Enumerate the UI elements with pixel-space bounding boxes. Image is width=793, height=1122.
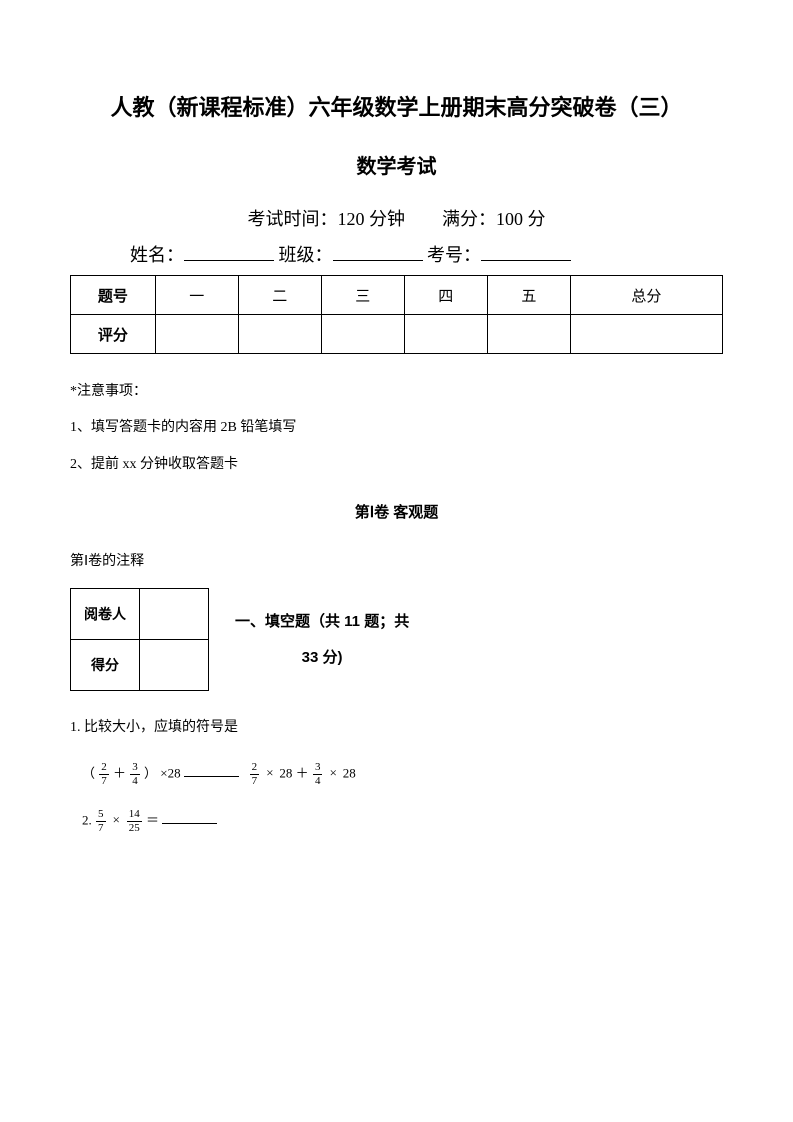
question-1-expr: （ 27 ＋ 34 ） ×28 27 × 28 ＋ 34 × 28 bbox=[82, 762, 723, 787]
class-blank[interactable] bbox=[333, 242, 423, 261]
exam-page: 人教（新课程标准）六年级数学上册期末高分突破卷（三） 数学考试 考试时间：120… bbox=[0, 0, 793, 896]
rparen: ） bbox=[144, 765, 157, 780]
fraction: 27 bbox=[99, 762, 109, 787]
grader-row: 阅卷人 得分 一、填空题（共 11 题；共 33 分) bbox=[70, 588, 723, 691]
part1-title: 第Ⅰ卷 客观题 bbox=[70, 501, 723, 522]
fraction: 57 bbox=[96, 809, 106, 834]
section1-heading: 一、填空题（共 11 题；共 33 分) bbox=[235, 604, 409, 676]
answer-blank[interactable] bbox=[184, 764, 239, 777]
grader-cell[interactable] bbox=[140, 589, 209, 640]
exam-meta: 考试时间：120 分钟 满分：100 分 bbox=[70, 205, 723, 231]
plus: ＋ bbox=[113, 765, 129, 780]
note-2: 2、提前 xx 分钟收取答题卡 bbox=[70, 447, 723, 483]
col-1: 一 bbox=[155, 276, 238, 315]
col-2: 二 bbox=[238, 276, 321, 315]
mul28c: 28 bbox=[343, 765, 356, 780]
time-value: 120 分钟 bbox=[338, 209, 406, 229]
notes-header: *注意事项： bbox=[70, 374, 723, 410]
score-cell[interactable] bbox=[570, 315, 722, 354]
score-table: 题号 一 二 三 四 五 总分 评分 bbox=[70, 275, 723, 354]
score-cell[interactable] bbox=[487, 315, 570, 354]
fraction: 27 bbox=[250, 762, 260, 787]
col-3: 三 bbox=[321, 276, 404, 315]
id-label: 考号： bbox=[427, 245, 481, 265]
score-cell[interactable] bbox=[155, 315, 238, 354]
fraction: 34 bbox=[130, 762, 140, 787]
title-sub: 数学考试 bbox=[70, 150, 723, 179]
name-blank[interactable] bbox=[184, 242, 274, 261]
section1-line2: 33 分) bbox=[235, 640, 409, 676]
equals: ＝ bbox=[146, 812, 159, 827]
score-cell[interactable] bbox=[238, 315, 321, 354]
col-5: 五 bbox=[487, 276, 570, 315]
full-label: 满分： bbox=[442, 209, 496, 229]
question-2-expr: 2. 57 × 1425 ＝ bbox=[82, 809, 723, 834]
grader-table: 阅卷人 得分 bbox=[70, 588, 209, 691]
grader-label: 阅卷人 bbox=[71, 589, 140, 640]
col-total: 总分 bbox=[570, 276, 722, 315]
title-main: 人教（新课程标准）六年级数学上册期末高分突破卷（三） bbox=[70, 90, 723, 122]
part1-note: 第Ⅰ卷的注释 bbox=[70, 550, 723, 570]
score-cell[interactable] bbox=[321, 315, 404, 354]
mul28: ×28 bbox=[160, 765, 180, 780]
lparen: （ bbox=[82, 765, 95, 780]
row-label: 题号 bbox=[71, 276, 156, 315]
time-label: 考试时间： bbox=[248, 209, 338, 229]
times-icon: × bbox=[329, 765, 338, 781]
id-blank[interactable] bbox=[481, 242, 571, 261]
times-icon: × bbox=[265, 765, 274, 781]
full-value: 100 分 bbox=[496, 209, 546, 229]
student-line: 姓名： 班级： 考号： bbox=[70, 241, 723, 267]
fraction: 34 bbox=[313, 762, 323, 787]
name-label: 姓名： bbox=[130, 245, 184, 265]
score-label: 得分 bbox=[71, 640, 140, 691]
fraction: 1425 bbox=[127, 809, 142, 834]
mul28b: 28 ＋ bbox=[279, 765, 312, 780]
section1-line1: 一、填空题（共 11 题；共 bbox=[235, 604, 409, 640]
table-row: 评分 bbox=[71, 315, 723, 354]
notes-block: *注意事项： 1、填写答题卡的内容用 2B 铅笔填写 2、提前 xx 分钟收取答… bbox=[70, 374, 723, 483]
row-label: 评分 bbox=[71, 315, 156, 354]
answer-blank[interactable] bbox=[162, 811, 217, 824]
col-4: 四 bbox=[404, 276, 487, 315]
question-1-text: 1. 比较大小，应填的符号是 bbox=[70, 717, 723, 739]
table-row: 题号 一 二 三 四 五 总分 bbox=[71, 276, 723, 315]
q2-prefix: 2. bbox=[82, 812, 95, 827]
score-cell[interactable] bbox=[140, 640, 209, 691]
times-icon: × bbox=[112, 812, 121, 828]
class-label: 班级： bbox=[279, 245, 333, 265]
note-1: 1、填写答题卡的内容用 2B 铅笔填写 bbox=[70, 410, 723, 446]
score-cell[interactable] bbox=[404, 315, 487, 354]
